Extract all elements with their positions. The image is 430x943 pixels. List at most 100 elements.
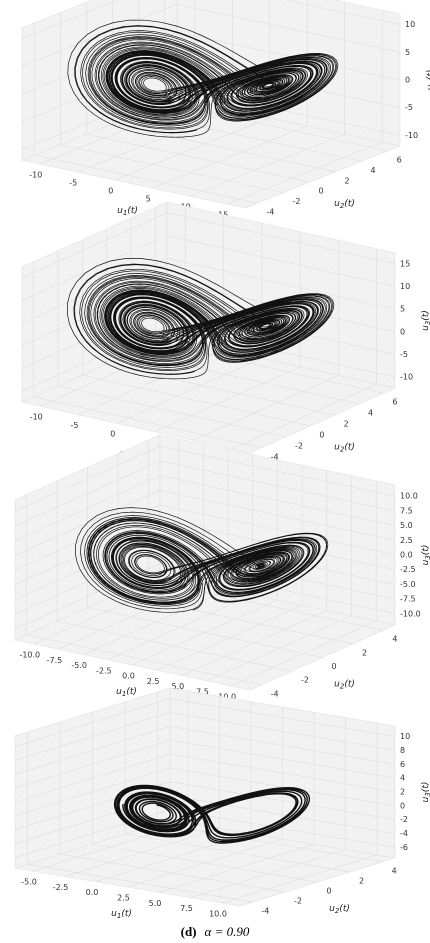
axis-sub: 1 — [122, 690, 126, 698]
tick-label: -10.0 — [400, 609, 421, 618]
grid-line — [116, 357, 262, 424]
tick-label: 10.0 — [400, 492, 418, 501]
tick-label: -2 — [292, 197, 300, 206]
tick-label: 4 — [392, 866, 397, 875]
tick-label: -4 — [271, 689, 279, 698]
tick-label: 6 — [397, 155, 402, 164]
grid-line — [114, 117, 270, 181]
tick-label: 0 — [319, 430, 324, 439]
panel: -10-5051015-4-20246-10-5051015u1(t)u2(t)… — [21, 201, 430, 476]
axis-arg: (t) — [127, 206, 138, 216]
tick-label: 0 — [405, 76, 410, 85]
axis-label: u1(t) — [116, 687, 137, 699]
tick-label: 10.0 — [218, 693, 236, 702]
grid-line — [14, 563, 161, 630]
axis-arg: (t) — [426, 70, 430, 81]
grid-line — [112, 123, 336, 173]
grid-line — [169, 712, 396, 751]
tick-label: 2 — [359, 876, 364, 885]
axis-label: u1(t) — [111, 909, 132, 921]
axis-var: u — [334, 199, 340, 209]
grid-line — [14, 460, 161, 527]
tick-label: 7.5 — [400, 506, 413, 515]
tick-label: 4 — [392, 635, 397, 644]
grid-line — [14, 809, 171, 858]
axis-label: u3(t) — [421, 310, 430, 331]
tick-label: 7.5 — [196, 687, 209, 696]
tick-label: 6 — [392, 398, 397, 407]
axis-sub: 2 — [340, 683, 345, 691]
tick-label: 10.0 — [209, 909, 227, 918]
tick-label: 15 — [400, 259, 410, 268]
tick-label: 2 — [344, 420, 349, 429]
tick-label: 10 — [405, 20, 415, 29]
grid-line — [159, 475, 396, 526]
tick-label: 7.5 — [180, 904, 193, 913]
axis-arg: (t) — [121, 909, 132, 919]
axis-label: u2(t) — [329, 904, 350, 916]
grid-line — [176, 3, 401, 53]
tick-label: -2.5 — [53, 883, 69, 892]
tick-label: 4 — [368, 409, 373, 418]
grid-line — [82, 374, 311, 427]
axis-var: u — [116, 687, 122, 697]
grid-line — [21, 0, 120, 39]
axis-sub: 3 — [424, 792, 430, 796]
axis-sub: 2 — [335, 907, 340, 915]
grid-line — [169, 753, 396, 793]
tick-label: 0.0 — [122, 672, 135, 681]
axis-arg: (t) — [126, 687, 137, 697]
panel: -10-5051015-4-20246-10-50510u1(t)u2(t)u3… — [20, 0, 430, 236]
tick-label: -10 — [30, 413, 43, 422]
tick-label: 2 — [362, 648, 367, 657]
tick-label: 4 — [400, 774, 405, 783]
tick-label: -5 — [71, 421, 79, 430]
tick-label: -6 — [400, 843, 408, 852]
tick-label: -4 — [271, 452, 279, 461]
grid-line — [125, 833, 351, 873]
tick-label: -2 — [294, 897, 302, 906]
grid-line — [189, 133, 345, 197]
grid-line — [159, 445, 396, 497]
tick-label: -10 — [29, 170, 42, 179]
grid-line — [231, 383, 377, 450]
tick-label: 8 — [400, 746, 405, 755]
tick-label: -4 — [266, 208, 274, 217]
axis-label: u2(t) — [334, 442, 355, 454]
tick-label: 6 — [400, 760, 405, 769]
tick-label: 10 — [400, 282, 410, 291]
axis-var: u — [421, 559, 430, 565]
tick-label: -5.0 — [71, 661, 87, 670]
tick-label: 0 — [400, 327, 405, 336]
grid-line — [166, 235, 396, 287]
axis-label: u2(t) — [334, 199, 355, 211]
tick-label: -5 — [69, 178, 77, 187]
axis-var: u — [117, 206, 123, 216]
grid-line — [166, 280, 396, 333]
grid-line — [169, 739, 396, 779]
tick-label: 2 — [345, 176, 350, 185]
grid-line — [155, 366, 301, 433]
tick-label: 2.5 — [400, 536, 413, 545]
tick-label: -2 — [301, 676, 309, 685]
grid-line — [34, 154, 258, 204]
tick-label: -10.0 — [19, 651, 40, 660]
axis-var: u — [426, 84, 430, 90]
grid-line — [159, 460, 396, 512]
grid-line — [33, 396, 262, 449]
trajectory — [67, 19, 339, 138]
tick-label: -2 — [400, 815, 408, 824]
grid-line — [14, 739, 171, 789]
grid-line — [169, 795, 396, 834]
tick-label: -4 — [261, 907, 269, 916]
axis-label: u1(t) — [117, 206, 138, 218]
grid-line — [14, 725, 171, 775]
tick-label: -2.5 — [96, 666, 112, 675]
tick-label: 5.0 — [171, 682, 184, 691]
axis-var: u — [334, 442, 340, 452]
grid-line — [21, 303, 168, 369]
axis-arg: (t) — [344, 679, 355, 689]
panel: -5.0 -2.5 0.0 2.5 5.0 7.5 10.0 -4 -2 0 2 4 -6 -4 -2 0 2 4… — [14, 687, 430, 939]
axis-var: u — [329, 904, 335, 914]
